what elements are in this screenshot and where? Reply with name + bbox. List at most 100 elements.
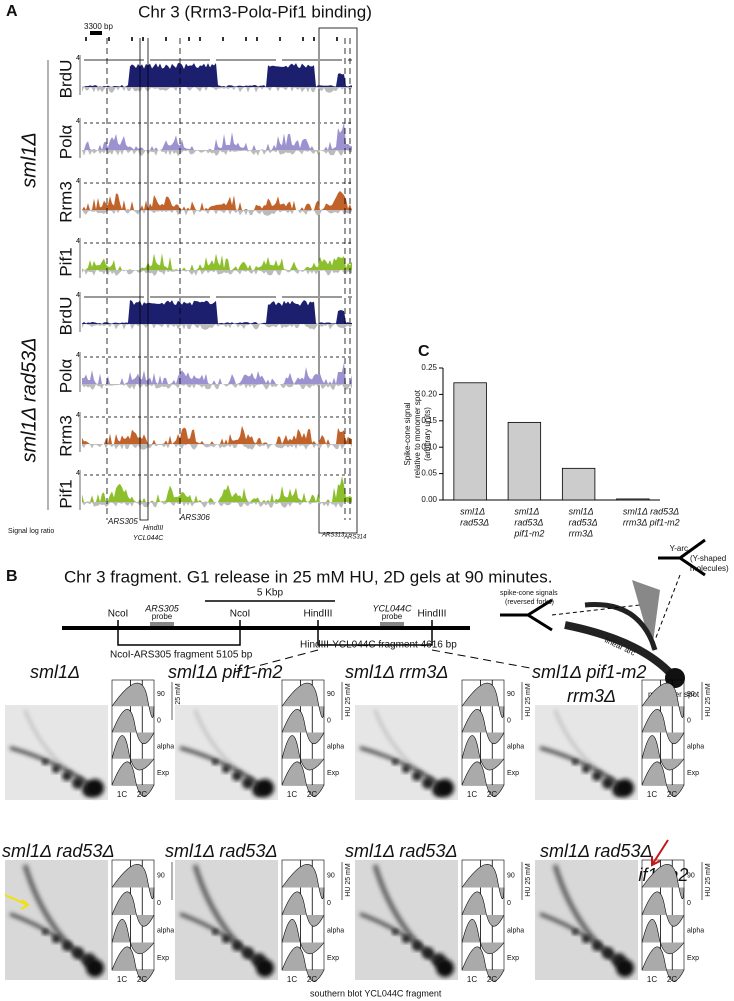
x-tick-label: rad53Δ — [569, 517, 598, 527]
y-arc — [658, 538, 706, 577]
label: B — [6, 568, 18, 585]
label: 2C — [307, 975, 317, 984]
track-area — [82, 362, 352, 384]
facs-hist — [111, 891, 155, 927]
label: sml1Δ pif1-m2 — [532, 662, 646, 682]
facs-row: alpha — [687, 927, 704, 934]
bar — [616, 498, 650, 501]
gel — [535, 705, 638, 800]
facs-row: 0 — [687, 717, 691, 724]
track-tick: 4 — [76, 412, 80, 419]
track-label: BrdU — [56, 60, 75, 99]
y-tick-label: 0.15 — [421, 416, 437, 425]
dash — [431, 649, 531, 669]
monomer-spot — [436, 959, 454, 977]
label: ARS305 — [107, 517, 138, 526]
ars-tick — [85, 37, 87, 41]
label: probe — [382, 612, 403, 621]
track-area — [82, 122, 352, 150]
gel-spot — [392, 759, 398, 765]
facs-row: alpha — [327, 927, 344, 934]
label: 2C — [487, 790, 497, 799]
label: 2C — [307, 790, 317, 799]
label: Chr 3 (Rrm3-Polα-Pif1 binding) — [138, 2, 372, 21]
label: sml1Δ rrm3Δ — [345, 662, 448, 682]
gel-spot — [602, 777, 614, 789]
label: 5 Kbp — [257, 588, 284, 599]
x-tick-label: sml1Δ — [569, 506, 594, 516]
gel-spot — [592, 771, 602, 781]
facs-hist — [111, 761, 155, 797]
gel-spot — [422, 777, 434, 789]
arrow — [4, 894, 30, 910]
facs-row: Exp — [327, 770, 339, 777]
label: ARS314 — [343, 535, 367, 541]
track-area — [82, 324, 352, 330]
facs-hist — [111, 709, 155, 744]
ars-tick — [302, 37, 304, 41]
label: southern blot YCL044C fragment — [310, 988, 442, 998]
label: NcoI — [108, 609, 129, 620]
label: HindIII — [143, 525, 163, 532]
facs-row: alpha — [687, 744, 704, 751]
facs-hist — [111, 919, 155, 954]
facs-row: 0 — [157, 900, 161, 907]
facs-hist — [281, 761, 325, 797]
x-tick-label: rrm3Δ — [569, 528, 594, 538]
gel-spot — [242, 777, 254, 789]
track-tick: 4 — [76, 352, 80, 359]
monomer-spot — [436, 779, 454, 797]
gel — [535, 860, 638, 980]
facs-row: 90 — [157, 691, 165, 698]
bar — [453, 382, 487, 501]
label: sml1Δ pif1-m2 — [168, 662, 282, 682]
facs-hist — [281, 709, 325, 744]
label: (reversed forks) — [505, 599, 554, 606]
gel-spot — [212, 929, 218, 935]
facs-hist — [281, 919, 325, 954]
ars-tick — [222, 37, 224, 41]
track-tick: 4 — [76, 55, 80, 62]
facs-axis: HU 25 mM — [705, 863, 712, 897]
facs-hist — [461, 735, 505, 771]
label: C — [418, 343, 430, 360]
monomer-spot — [86, 959, 104, 977]
gel-arc — [374, 709, 446, 789]
facs-axis: HU 25 mM — [705, 683, 712, 717]
track-label: Pif1 — [56, 479, 75, 508]
gel — [5, 860, 108, 980]
track-label: Polα — [56, 359, 75, 394]
label: 1C — [287, 975, 297, 984]
label: Signal log ratio — [8, 528, 54, 535]
x-tick-label: sml1Δ — [460, 506, 485, 516]
bracket — [317, 632, 433, 646]
label: HindIII — [418, 609, 447, 620]
facs-hist — [281, 946, 325, 982]
gel-spot — [572, 929, 578, 935]
track-label: Polα — [56, 125, 75, 160]
y-tick-label: 0.05 — [421, 469, 437, 478]
monomer-spot — [616, 779, 634, 797]
facs-hist — [461, 891, 505, 927]
x-tick-label: sml1Δ — [514, 506, 539, 516]
gel-spot — [72, 777, 84, 789]
label: sml1Δ — [30, 662, 80, 682]
label: rrm3Δ — [567, 686, 616, 706]
facs-hist — [281, 891, 325, 927]
facs-row: Exp — [157, 770, 169, 777]
bar — [561, 467, 596, 501]
facs-hist — [641, 946, 685, 982]
dash — [234, 649, 319, 673]
facs-row: alpha — [327, 744, 344, 751]
facs-hist — [111, 946, 155, 982]
facs-row: 90 — [507, 872, 515, 879]
label: 2C — [137, 790, 147, 799]
track-area — [82, 502, 352, 508]
track-area — [82, 190, 352, 210]
spike — [500, 598, 553, 632]
facs-row: Exp — [687, 770, 699, 777]
y-axis-label-line: Spike-cone signal — [403, 402, 412, 465]
ars-tick — [336, 37, 338, 41]
facs-hist — [461, 919, 505, 954]
